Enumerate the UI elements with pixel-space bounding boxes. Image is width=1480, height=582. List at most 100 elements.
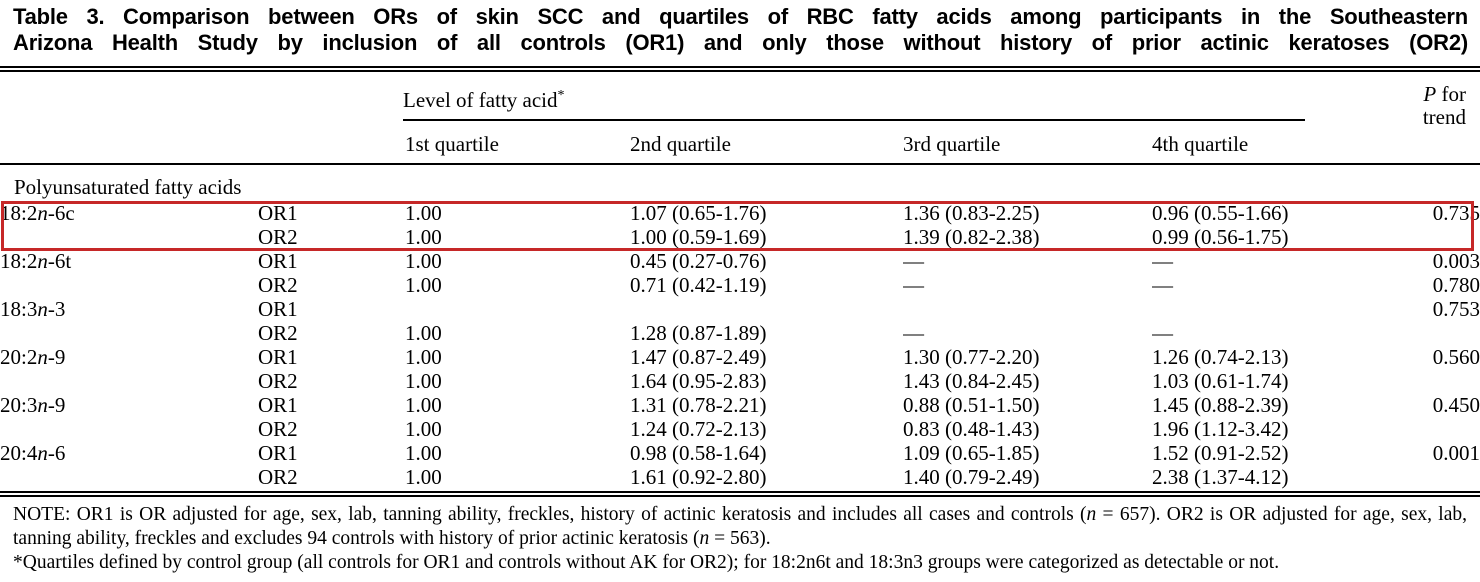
- quartile-2-value: 1.31 (0.78-2.21): [630, 393, 767, 417]
- quartile-4-value: 1.52 (0.91-2.52): [1152, 441, 1289, 465]
- or-label: OR2: [258, 321, 298, 345]
- table-row: OR2 1.00 1.28 (0.87-1.89) — —: [0, 321, 1480, 345]
- fatty-acid-name-segment: -6t: [47, 249, 72, 273]
- quartile-4-value: 1.96 (1.12-3.42): [1152, 417, 1289, 441]
- fatty-acid-name-segment: 18:3: [0, 297, 38, 321]
- p-trend-value: [1390, 321, 1480, 345]
- n-symbol: n: [699, 528, 710, 549]
- fatty-acid-label: 20:2n-9: [0, 345, 258, 369]
- table-row: OR2 1.00 1.61 (0.92-2.80) 1.40 (0.79-2.4…: [0, 465, 1480, 489]
- fatty-acid-name-segment: -6c: [47, 201, 75, 225]
- fatty-acid-name-segment: 18:2: [0, 249, 38, 273]
- fatty-acid-name-segment: -3: [47, 297, 66, 321]
- quartile-1-value: 1.00: [405, 201, 442, 225]
- bottom-rule: [0, 491, 1480, 497]
- footnote-marker: *: [557, 88, 565, 103]
- or-label: OR1: [258, 249, 298, 273]
- p-trend-value: 0.780: [1432, 273, 1480, 297]
- quartile-3-value: 1.39 (0.82-2.38): [903, 225, 1040, 249]
- fatty-acid-name-segment: n: [37, 345, 48, 369]
- quartile-2-value: 0.45 (0.27-0.76): [630, 249, 767, 273]
- quartile-4-value: 0.96 (0.55-1.66): [1152, 201, 1289, 225]
- quartile-3-value: 0.88 (0.51-1.50): [903, 393, 1040, 417]
- fatty-acid-name-segment: 18:2: [0, 201, 38, 225]
- quartile-2-value: 1.47 (0.87-2.49): [630, 345, 767, 369]
- p-trend-value: [1390, 417, 1480, 441]
- or-label: OR2: [258, 273, 298, 297]
- table-row: 18:2n-6c OR1 1.00 1.07 (0.65-1.76) 1.36 …: [0, 201, 1480, 225]
- table-title-line-1: Table 3. Comparison between ORs of skin …: [13, 4, 1468, 29]
- quartile-3-value: 0.83 (0.48-1.43): [903, 417, 1040, 441]
- quartile-3-value: —: [903, 273, 924, 297]
- fatty-acid-name-segment: n: [37, 249, 48, 273]
- quartile-header-2: 2nd quartile: [630, 132, 731, 156]
- quartile-3-value: 1.30 (0.77-2.20): [903, 345, 1040, 369]
- fatty-acid-label: 20:3n-9: [0, 393, 258, 417]
- quartile-header-3: 3rd quartile: [903, 132, 1001, 156]
- quartile-2-value: 0.71 (0.42-1.19): [630, 273, 767, 297]
- table-title-line-2: Arizona Health Study by inclusion of all…: [13, 30, 1468, 55]
- fatty-acid-name-segment: 20:3: [0, 393, 38, 417]
- quartile-3-value: 1.43 (0.84-2.45): [903, 369, 1040, 393]
- quartile-1-value: 1.00: [405, 369, 442, 393]
- or-label: OR1: [258, 393, 298, 417]
- quartile-3-value: [903, 297, 1152, 321]
- note-segment: NOTE: OR1 is OR adjusted for age, sex, l…: [13, 504, 1087, 525]
- or-label: OR1: [258, 441, 298, 465]
- p-trend-value: 0.001: [1432, 441, 1480, 465]
- quartile-2-value: 1.00 (0.59-1.69): [630, 225, 767, 249]
- quartile-1-value: 1.00: [405, 441, 442, 465]
- quartile-3-value: 1.40 (0.79-2.49): [903, 465, 1040, 489]
- table-row: OR2 1.00 1.64 (0.95-2.83) 1.43 (0.84-2.4…: [0, 369, 1480, 393]
- fatty-acid-label: [0, 321, 258, 345]
- note-segment: = 563).: [709, 528, 771, 549]
- quartile-1-value: 1.00: [405, 273, 442, 297]
- quartile-2-value: 1.64 (0.95-2.83): [630, 369, 767, 393]
- p-for-trend-line-1: P for: [1423, 83, 1466, 106]
- quartile-1-value: 1.00: [405, 321, 442, 345]
- quartile-header-1: 1st quartile: [405, 132, 499, 156]
- quartile-2-value: 1.28 (0.87-1.89): [630, 321, 767, 345]
- quartile-1-value: 1.00: [405, 225, 442, 249]
- p-trend-value: [1390, 369, 1480, 393]
- quartile-4-value: 1.26 (0.74-2.13): [1152, 345, 1289, 369]
- table-row: 18:2n-6t OR1 1.00 0.45 (0.27-0.76) — — 0…: [0, 249, 1480, 273]
- or-label: OR1: [258, 297, 298, 321]
- footnote-text: *Quartiles defined by control group (all…: [13, 552, 1280, 573]
- table-row: OR2 1.00 1.24 (0.72-2.13) 0.83 (0.48-1.4…: [0, 417, 1480, 441]
- fatty-acids-table: 18:2n-6c OR1 1.00 1.07 (0.65-1.76) 1.36 …: [0, 201, 1480, 489]
- section-header: Polyunsaturated fatty acids: [14, 175, 242, 199]
- fatty-acid-name-segment: n: [37, 441, 48, 465]
- fatty-acid-name-segment: 20:4: [0, 441, 38, 465]
- table-notes: NOTE: OR1 is OR adjusted for age, sex, l…: [13, 503, 1467, 575]
- top-rule: [0, 66, 1480, 72]
- spanner-rule: [403, 119, 1305, 121]
- p-trend-value: 0.003: [1432, 249, 1480, 273]
- level-of-fatty-acid-header: Level of fatty acid*: [403, 84, 565, 112]
- p-trend-value: 0.560: [1432, 345, 1480, 369]
- quartile-4-value: —: [1152, 273, 1173, 297]
- or-label: OR1: [258, 201, 298, 225]
- p-trend-value: [1390, 465, 1480, 489]
- quartile-4-value: [1152, 297, 1390, 321]
- quartile-4-value: 1.45 (0.88-2.39): [1152, 393, 1289, 417]
- table-row: OR2 1.00 1.00 (0.59-1.69) 1.39 (0.82-2.3…: [0, 225, 1480, 249]
- quartile-1-value: 1.00: [405, 417, 442, 441]
- quartile-1-value: 1.00: [405, 345, 442, 369]
- fatty-acid-name-segment: 20:2: [0, 345, 38, 369]
- p-for-trend-line-2: trend: [1422, 105, 1466, 129]
- quartile-2-value: 1.61 (0.92-2.80): [630, 465, 767, 489]
- fatty-acid-label: 18:2n-6t: [0, 249, 258, 273]
- or-label: OR2: [258, 465, 298, 489]
- table-row: OR2 1.00 0.71 (0.42-1.19) — — 0.780: [0, 273, 1480, 297]
- fatty-acid-name-segment: n: [37, 201, 48, 225]
- quartile-4-value: —: [1152, 249, 1173, 273]
- quartile-1-value: [405, 297, 630, 321]
- header-bottom-rule: [0, 163, 1480, 165]
- p-trend-value: 0.735: [1432, 201, 1480, 225]
- note-text: NOTE: OR1 is OR adjusted for age, sex, l…: [13, 503, 1467, 551]
- p-trend-value: 0.450: [1432, 393, 1480, 417]
- note-segment: = 657). OR2 is OR adjusted for age, sex,…: [13, 504, 1467, 549]
- fatty-acid-name-segment: n: [37, 393, 48, 417]
